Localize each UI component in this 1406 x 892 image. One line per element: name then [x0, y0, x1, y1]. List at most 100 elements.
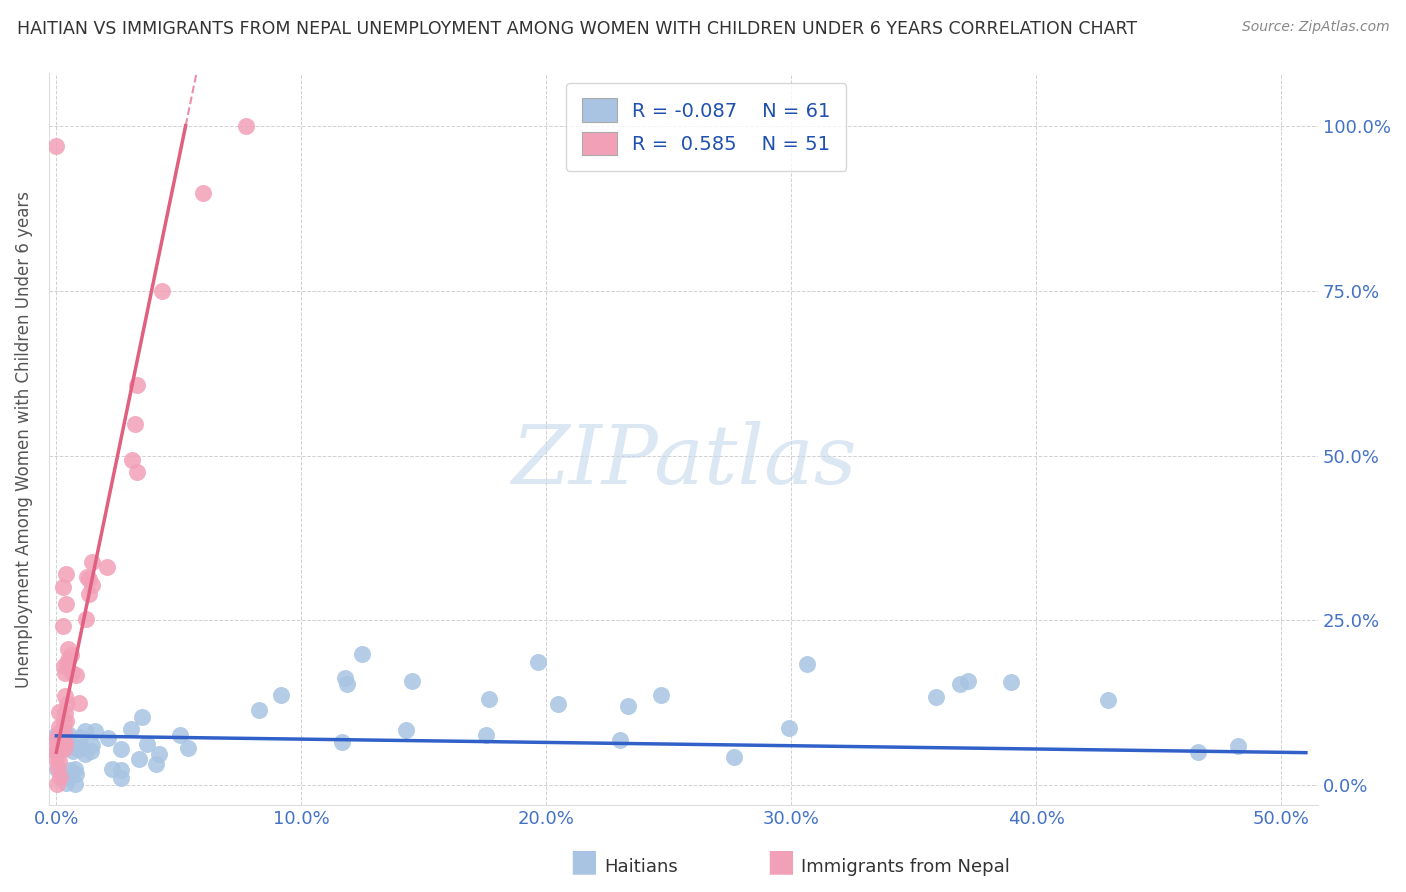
Point [55, 775, 77, 789]
Point [96, 560, 118, 574]
Text: ■: ■ [766, 847, 794, 876]
Point [169, 728, 191, 742]
Point [77, 572, 100, 586]
Point [58, 727, 80, 741]
Point [65, 741, 87, 756]
Point [75, 612, 97, 626]
Text: Source: ZipAtlas.com: Source: ZipAtlas.com [1241, 20, 1389, 34]
Point [56, 653, 79, 667]
Point [177, 741, 200, 756]
Point [45, 138, 67, 153]
Point [51, 739, 73, 754]
Point [45, 732, 67, 747]
Point [125, 377, 148, 392]
Point [401, 673, 423, 688]
Point [53, 742, 76, 756]
Point [1000, 674, 1022, 689]
Point [49, 770, 72, 784]
Point [97, 731, 120, 745]
Point [75, 747, 97, 762]
Point [45, 728, 67, 742]
Point [56, 642, 79, 657]
Point [1187, 745, 1209, 759]
Point [45, 739, 67, 753]
Point [67, 696, 90, 710]
Point [46, 762, 69, 776]
Point [110, 742, 132, 756]
Point [395, 723, 418, 737]
Point [65, 767, 87, 781]
Point [53, 736, 76, 750]
Point [82, 578, 104, 592]
Point [949, 677, 972, 691]
Point [148, 747, 170, 761]
Point [352, 647, 374, 661]
Point [58, 732, 80, 747]
Point [125, 465, 148, 479]
Point [547, 697, 569, 711]
Point [55, 714, 77, 728]
Point [77, 587, 100, 601]
Point [60, 665, 83, 680]
Point [45, 752, 67, 766]
Point [145, 756, 167, 771]
Point [136, 737, 159, 751]
Point [796, 657, 818, 672]
Point [120, 722, 142, 736]
Point [128, 752, 150, 766]
Point [84, 724, 107, 739]
Point [101, 762, 124, 776]
Point [52, 619, 75, 633]
Point [152, 284, 174, 298]
Point [80, 555, 103, 569]
Point [52, 770, 75, 784]
Point [45, 745, 67, 759]
Point [62, 744, 84, 758]
Point [48, 761, 70, 775]
Text: Immigrants from Nepal: Immigrants from Nepal [801, 858, 1011, 876]
Point [55, 734, 77, 748]
Point [59, 648, 82, 663]
Point [53, 666, 76, 681]
Point [48, 754, 70, 768]
Point [48, 720, 70, 734]
Point [52, 714, 75, 729]
Point [48, 705, 70, 719]
Point [650, 689, 672, 703]
Point [1097, 693, 1119, 707]
Point [53, 706, 76, 720]
Point [76, 570, 98, 584]
Point [956, 674, 979, 689]
Text: Haitians: Haitians [605, 858, 678, 876]
Point [53, 724, 76, 739]
Point [330, 734, 353, 748]
Point [53, 689, 76, 703]
Point [527, 655, 550, 669]
Point [46, 745, 69, 759]
Point [124, 417, 146, 431]
Point [110, 763, 132, 777]
Point [924, 690, 946, 704]
Point [63, 762, 86, 776]
Point [67, 741, 90, 756]
Y-axis label: Unemployment Among Women with Children Under 6 years: Unemployment Among Women with Children U… [15, 191, 32, 688]
Point [59, 763, 82, 777]
Text: HAITIAN VS IMMIGRANTS FROM NEPAL UNEMPLOYMENT AMONG WOMEN WITH CHILDREN UNDER 6 : HAITIAN VS IMMIGRANTS FROM NEPAL UNEMPLO… [17, 20, 1137, 37]
Point [193, 186, 215, 200]
Point [69, 730, 91, 744]
Point [235, 119, 257, 133]
Point [270, 688, 292, 702]
Point [46, 777, 69, 791]
Point [80, 744, 103, 758]
Point [65, 667, 87, 681]
Point [249, 702, 271, 716]
Text: ZIPatlas: ZIPatlas [510, 421, 856, 501]
Point [52, 659, 75, 673]
Text: ■: ■ [569, 847, 598, 876]
Point [778, 721, 800, 735]
Point [58, 770, 80, 784]
Point [617, 698, 640, 713]
Point [55, 567, 77, 582]
Point [474, 728, 496, 742]
Point [336, 676, 359, 690]
